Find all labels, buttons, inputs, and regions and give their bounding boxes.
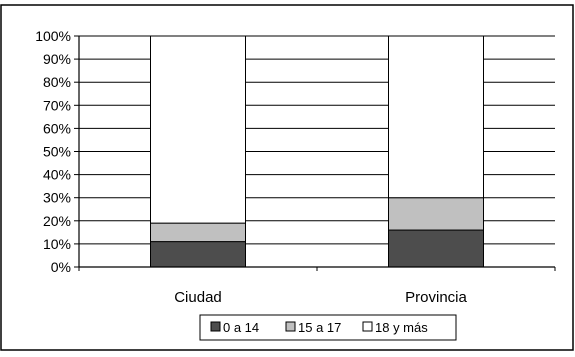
y-tick-label: 70% (43, 97, 71, 113)
bar-segment (388, 35, 484, 199)
y-tick-label: 0% (51, 259, 71, 275)
y-tick-label: 80% (43, 74, 71, 90)
legend-swatch (285, 321, 296, 332)
x-category-label: Provincia (405, 289, 467, 306)
axis-labels: 0% 10% 20% 30% 40% 50% 60% 70% 80% 90% 100% Ciudad P… (35, 28, 467, 306)
y-tick-label: 90% (43, 51, 71, 67)
y-tick-label: 10% (43, 236, 71, 252)
bar-segment (150, 35, 246, 224)
legend-label: 15 a 17 (298, 320, 341, 335)
bars (150, 35, 484, 268)
bar-segment (150, 241, 246, 268)
y-tick-label: 20% (43, 213, 71, 229)
bar-segment (388, 229, 484, 268)
axes (74, 35, 556, 271)
legend-box (199, 314, 457, 341)
legend: 0 a 14 15 a 17 18 y más (199, 314, 457, 341)
y-tick-label: 60% (43, 120, 71, 136)
chart-frame (0, 4, 574, 351)
legend-swatch (362, 321, 373, 332)
y-tick-label: 30% (43, 190, 71, 206)
y-tick-label: 100% (35, 28, 71, 44)
legend-label: 0 a 14 (223, 320, 259, 335)
legend-label: 18 y más (375, 320, 428, 335)
legend-swatch (210, 321, 221, 332)
x-category-label: Ciudad (174, 289, 222, 306)
bar-segment (150, 222, 246, 243)
bar-segment (388, 197, 484, 231)
y-tick-label: 50% (43, 144, 71, 160)
y-tick-label: 40% (43, 167, 71, 183)
